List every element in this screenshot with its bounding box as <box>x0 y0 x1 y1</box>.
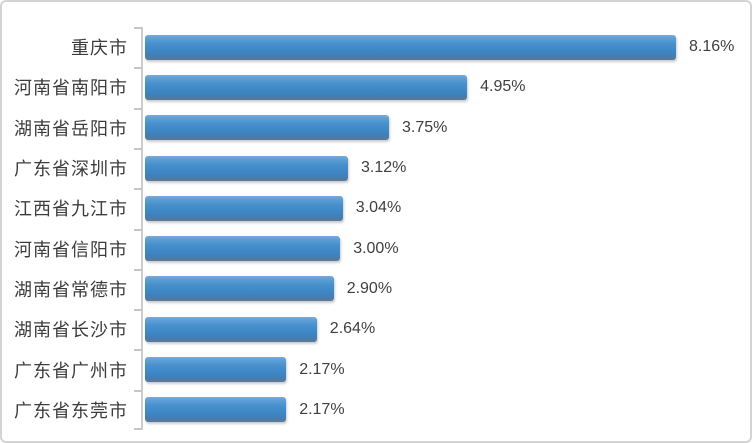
category-label: 湖南省长沙市 <box>14 320 128 341</box>
bar <box>145 115 389 141</box>
bar <box>145 276 334 302</box>
category-label: 湖南省常德市 <box>14 279 128 300</box>
plot-area: 重庆市 8.16% 河南省南阳市 4.95% 湖南省岳阳市 3.75% 广东省深… <box>2 27 750 430</box>
bar-row: 重庆市 8.16% <box>2 27 750 67</box>
category-label: 广东省东莞市 <box>14 400 128 421</box>
bar-track: 3.12% <box>137 155 750 181</box>
bar-row: 江西省九江市 3.04% <box>2 188 750 228</box>
bar <box>145 74 468 100</box>
bar-row: 广东省东莞市 2.17% <box>2 390 750 430</box>
category-label: 江西省九江市 <box>14 199 128 220</box>
bar-track: 8.16% <box>137 34 750 60</box>
bar <box>145 155 348 181</box>
bar <box>145 195 343 221</box>
bar-track: 3.00% <box>137 236 750 262</box>
y-axis-tick <box>134 67 142 69</box>
bar-track: 2.90% <box>137 276 750 302</box>
y-axis-tick <box>134 390 142 392</box>
bar <box>145 236 341 262</box>
value-label: 3.12% <box>361 159 407 177</box>
bar-row: 湖南省长沙市 2.64% <box>2 309 750 349</box>
value-label: 2.90% <box>346 279 393 297</box>
bar-track: 2.17% <box>137 397 750 423</box>
y-axis-tick <box>134 188 142 190</box>
bar-track: 2.64% <box>137 316 750 342</box>
bar <box>145 34 676 60</box>
bar-track: 4.95% <box>137 74 750 100</box>
category-label: 河南省南阳市 <box>14 78 128 99</box>
y-axis-tick <box>134 229 142 231</box>
value-label: 2.17% <box>299 360 345 378</box>
bar-track: 3.04% <box>137 195 750 221</box>
value-label: 4.95% <box>480 78 526 96</box>
bar-row: 广东省广州市 2.17% <box>2 349 750 389</box>
bar-track: 2.17% <box>137 357 750 383</box>
y-axis-tick <box>134 349 142 351</box>
y-axis-line <box>141 27 143 430</box>
category-label: 广东省深圳市 <box>14 159 128 180</box>
category-label: 重庆市 <box>71 38 128 59</box>
category-label: 河南省信阳市 <box>14 239 128 260</box>
value-label: 2.17% <box>299 400 345 418</box>
value-label: 8.16% <box>689 38 735 56</box>
y-axis-tick <box>134 428 142 430</box>
y-axis-tick <box>134 269 142 271</box>
value-label: 3.75% <box>402 118 448 136</box>
bar <box>145 397 287 423</box>
category-label: 湖南省岳阳市 <box>14 118 128 139</box>
y-axis-tick <box>134 27 142 29</box>
value-label: 3.00% <box>353 239 399 257</box>
bar-row: 河南省信阳市 3.00% <box>2 228 750 268</box>
value-label: 3.04% <box>355 199 402 217</box>
y-axis-tick <box>134 108 142 110</box>
bar <box>145 357 287 383</box>
y-axis-tick <box>134 309 142 311</box>
bar <box>145 316 317 342</box>
bar-row: 河南省南阳市 4.95% <box>2 67 750 107</box>
y-axis-tick <box>134 148 142 150</box>
bar-rows: 重庆市 8.16% 河南省南阳市 4.95% 湖南省岳阳市 3.75% 广东省深… <box>2 27 750 430</box>
bar-row: 湖南省岳阳市 3.75% <box>2 108 750 148</box>
bar-row: 广东省深圳市 3.12% <box>2 148 750 188</box>
bar-track: 3.75% <box>137 115 750 141</box>
value-label: 2.64% <box>329 320 376 338</box>
category-label: 广东省广州市 <box>14 360 128 381</box>
bar-row: 湖南省常德市 2.90% <box>2 269 750 309</box>
